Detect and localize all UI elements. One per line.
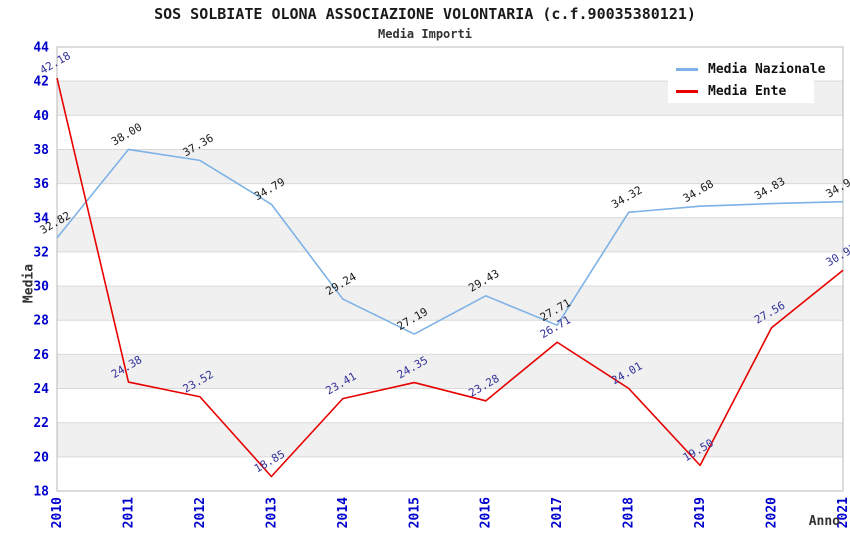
svg-text:2018: 2018: [622, 497, 637, 528]
svg-text:2021: 2021: [836, 497, 850, 528]
svg-text:34.32: 34.32: [609, 183, 644, 211]
chart-legend: Media Nazionale Media Ente: [668, 57, 825, 103]
svg-text:40: 40: [33, 109, 49, 124]
legend-swatch-media-ente: [676, 89, 698, 93]
svg-text:28: 28: [33, 314, 49, 329]
svg-text:2019: 2019: [693, 497, 708, 528]
svg-text:20: 20: [33, 450, 49, 465]
svg-text:2015: 2015: [407, 497, 422, 528]
chart-title: SOS SOLBIATE OLONA ASSOCIAZIONE VOLONTAR…: [154, 5, 696, 23]
svg-text:26: 26: [33, 348, 49, 363]
chart-subtitle: Media Importi: [378, 27, 472, 41]
svg-text:30: 30: [33, 280, 49, 295]
svg-text:2012: 2012: [193, 497, 208, 528]
legend-item-media-ente: Media Ente: [676, 82, 814, 100]
svg-text:2010: 2010: [50, 497, 65, 528]
svg-text:22: 22: [33, 416, 49, 431]
svg-text:2020: 2020: [765, 497, 780, 528]
svg-text:36: 36: [33, 177, 49, 192]
svg-text:24: 24: [33, 382, 49, 397]
x-axis-title: Anno: [808, 514, 840, 529]
svg-text:2011: 2011: [121, 497, 136, 528]
legend-label: Media Nazionale: [708, 61, 826, 77]
legend-swatch-media-nazionale: [676, 67, 698, 71]
svg-text:44: 44: [33, 41, 49, 56]
svg-text:18: 18: [33, 485, 49, 500]
legend-label: Media Ente: [708, 83, 787, 99]
svg-text:34: 34: [33, 211, 49, 226]
svg-text:42: 42: [33, 75, 49, 90]
svg-text:2013: 2013: [264, 497, 279, 528]
svg-text:2016: 2016: [479, 497, 494, 528]
svg-text:2017: 2017: [550, 497, 565, 528]
legend-item-media-nazionale: Media Nazionale: [676, 60, 825, 78]
svg-text:38: 38: [33, 143, 49, 158]
svg-text:38.00: 38.00: [109, 121, 144, 149]
y-axis-title: Media: [21, 263, 37, 304]
svg-text:2014: 2014: [336, 497, 351, 528]
svg-text:32: 32: [33, 245, 49, 260]
